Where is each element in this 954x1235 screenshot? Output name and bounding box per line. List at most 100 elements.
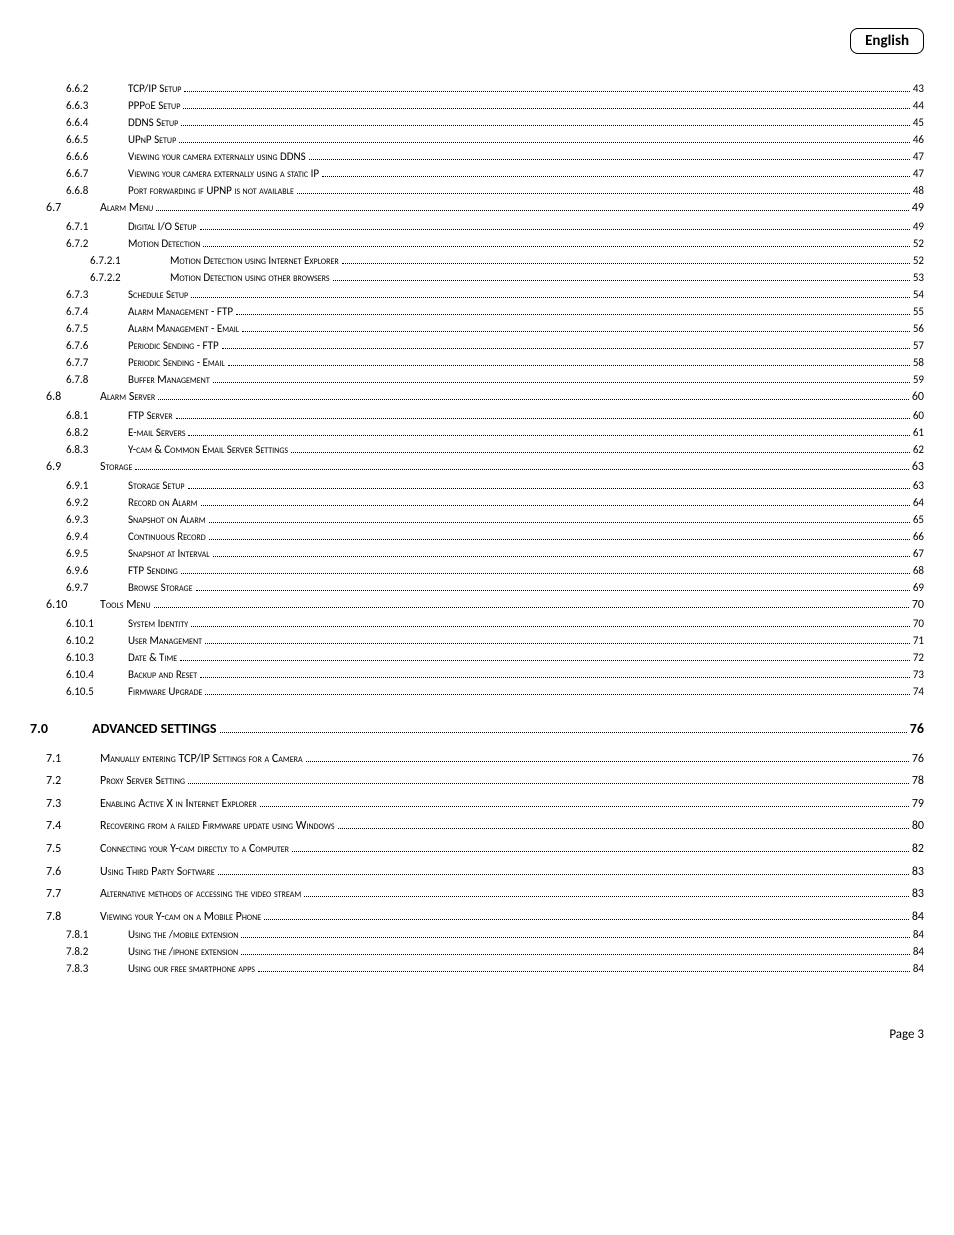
toc-number: 7.8.3 xyxy=(66,960,124,977)
toc-entry: 7.8Viewing your Y-cam on a Mobile Phone8… xyxy=(30,908,924,927)
toc-number: 6.10.1 xyxy=(66,615,124,632)
toc-leader-dots xyxy=(156,201,909,212)
toc-leader-dots xyxy=(258,962,910,973)
toc-page: 60 xyxy=(912,388,924,407)
toc-entry: 6.7.8Buffer Management59 xyxy=(30,371,924,388)
toc-leader-dots xyxy=(241,928,909,939)
toc-number: 7.1 xyxy=(46,750,96,769)
toc-number: 6.9.4 xyxy=(66,528,124,545)
toc-entry: 6.6.2TCP/IP Setup43 xyxy=(30,80,924,97)
toc-leader-dots xyxy=(209,512,910,523)
toc-page: 84 xyxy=(913,943,924,960)
toc-title: Connecting your Y-cam directly to a Comp… xyxy=(96,840,289,859)
toc-leader-dots xyxy=(179,133,910,144)
toc-entry: 6.9.5Snapshot at Interval 67 xyxy=(30,545,924,562)
toc-number: 6.6.6 xyxy=(66,148,124,165)
toc-number: 6.9.3 xyxy=(66,511,124,528)
toc-leader-dots xyxy=(309,150,910,161)
toc-title: Using the /iphone extension xyxy=(124,943,238,960)
toc-page: 67 xyxy=(913,545,924,562)
toc-entry: 6.10.4Backup and Reset73 xyxy=(30,666,924,683)
toc-page: 60 xyxy=(913,407,924,424)
toc-leader-dots xyxy=(158,390,909,401)
toc-number: 6.6.8 xyxy=(66,182,124,199)
toc-title: Enabling Active X in Internet Explorer xyxy=(96,795,257,814)
toc-number: 6.7.5 xyxy=(66,320,124,337)
toc-leader-dots xyxy=(181,116,910,127)
toc-title: Storage xyxy=(96,458,132,477)
toc-title: Using our free smartphone apps xyxy=(124,960,255,977)
toc-leader-dots xyxy=(200,667,910,678)
toc-title: Viewing your camera externally using a s… xyxy=(124,165,319,182)
toc-entry: 6.7.2Motion Detection52 xyxy=(30,235,924,252)
toc-number: 7.3 xyxy=(46,795,96,814)
toc-entry: 6.9.4Continuous Record66 xyxy=(30,528,924,545)
toc-number: 7.8.1 xyxy=(66,926,124,943)
toc-leader-dots xyxy=(241,945,910,956)
toc-page: 70 xyxy=(912,596,924,615)
toc-page: 63 xyxy=(912,458,924,477)
toc-title: ADVANCED SETTINGS xyxy=(88,718,217,740)
toc-entry: 6.7.5Alarm Management - Email56 xyxy=(30,320,924,337)
toc-leader-dots xyxy=(218,864,909,875)
toc-leader-dots xyxy=(188,478,910,489)
toc-leader-dots xyxy=(291,442,910,453)
toc-number: 6.8.3 xyxy=(66,441,124,458)
toc-page: 49 xyxy=(913,218,924,235)
toc-title: Digital I/O Setup xyxy=(124,218,197,235)
toc-entry: 6.9.3Snapshot on Alarm 65 xyxy=(30,511,924,528)
toc-entry: 6.6.4DDNS Setup45 xyxy=(30,114,924,131)
toc-title: Proxy Server Setting xyxy=(96,772,185,791)
toc-title: Schedule Setup xyxy=(124,286,188,303)
toc-title: Date & Time xyxy=(124,649,177,666)
toc-leader-dots xyxy=(191,288,910,299)
toc-title: Firmware Upgrade xyxy=(124,683,202,700)
toc-page: 52 xyxy=(913,235,924,252)
toc-title: Periodic Sending - FTP xyxy=(124,337,219,354)
toc-page: 57 xyxy=(913,337,924,354)
toc-title: Using the /mobile extension xyxy=(124,926,238,943)
toc-entry: 7.6Using Third Party Software83 xyxy=(30,863,924,882)
toc-number: 6.7.2.2 xyxy=(90,269,166,286)
toc-entry: 6.6.6Viewing your camera externally usin… xyxy=(30,148,924,165)
toc-entry: 6.9.6FTP Sending68 xyxy=(30,562,924,579)
page-footer: Page 3 xyxy=(30,1027,924,1042)
toc-title: Alarm Server xyxy=(96,388,155,407)
toc-leader-dots xyxy=(191,616,910,627)
toc-number: 6.7.2 xyxy=(66,235,124,252)
toc-title: Alarm Management - FTP xyxy=(124,303,233,320)
toc-page: 44 xyxy=(913,97,924,114)
toc-title: Snapshot at Interval xyxy=(124,545,210,562)
toc-title: Alarm Menu xyxy=(96,199,153,218)
toc-leader-dots xyxy=(154,597,909,608)
toc-entry: 7.5Connecting your Y-cam directly to a C… xyxy=(30,840,924,859)
toc-entry: 6.7.6Periodic Sending - FTP57 xyxy=(30,337,924,354)
toc-title: Manually entering TCP/IP Settings for a … xyxy=(96,750,303,769)
toc-number: 7.8 xyxy=(46,908,96,927)
toc-title: PPPoE Setup xyxy=(124,97,180,114)
toc-number: 6.8.2 xyxy=(66,424,124,441)
toc-number: 6.6.3 xyxy=(66,97,124,114)
toc-title: Snapshot on Alarm xyxy=(124,511,206,528)
toc-page: 56 xyxy=(913,320,924,337)
toc-number: 6.9.2 xyxy=(66,494,124,511)
toc-title: Port forwarding if UPNP is not available xyxy=(124,182,294,199)
toc-entry: 6.10.1System Identity70 xyxy=(30,615,924,632)
toc-page: 48 xyxy=(913,182,924,199)
toc-entry: 6.8.2E-mail Servers61 xyxy=(30,424,924,441)
toc-entry: 6.10.3Date & Time72 xyxy=(30,649,924,666)
toc-page: 52 xyxy=(913,252,924,269)
toc-page: 43 xyxy=(913,80,924,97)
toc-entry: 6.7.2.2Motion Detection using other brow… xyxy=(30,269,924,286)
toc-page: 64 xyxy=(913,494,924,511)
toc-entry: 7.0ADVANCED SETTINGS76 xyxy=(30,718,924,740)
toc-leader-dots xyxy=(304,887,909,898)
vertical-gap xyxy=(30,700,924,718)
toc-entry: 7.2Proxy Server Setting78 xyxy=(30,772,924,791)
toc-page: 61 xyxy=(913,424,924,441)
toc-page: 65 xyxy=(913,511,924,528)
toc-number: 6.9.5 xyxy=(66,545,124,562)
toc-page: 55 xyxy=(913,303,924,320)
toc-entry: 6.9.7Browse Storage69 xyxy=(30,579,924,596)
toc-entry: 7.3Enabling Active X in Internet Explore… xyxy=(30,795,924,814)
